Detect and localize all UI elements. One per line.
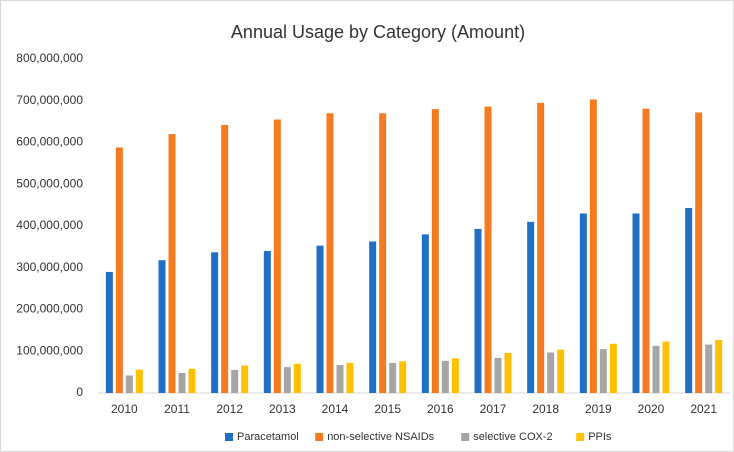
y-tick-label: 400,000,000 — [16, 218, 83, 232]
x-tick-label: 2021 — [690, 402, 717, 416]
y-tick-label: 600,000,000 — [16, 135, 83, 149]
legend-swatch — [225, 433, 233, 441]
y-tick-label: 300,000,000 — [16, 260, 83, 274]
bar — [484, 106, 492, 393]
x-tick-label: 2015 — [374, 402, 401, 416]
x-tick-label: 2012 — [216, 402, 243, 416]
y-tick-label: 200,000,000 — [16, 302, 83, 316]
bar — [652, 345, 660, 393]
bar — [589, 99, 597, 393]
bar — [168, 134, 176, 393]
y-tick-label: 100,000,000 — [16, 343, 83, 357]
legend-label: PPIs — [588, 431, 612, 443]
bar — [474, 228, 482, 393]
x-tick-label: 2010 — [111, 402, 138, 416]
x-tick-label: 2017 — [480, 402, 507, 416]
bar — [705, 344, 713, 393]
bar — [642, 108, 650, 394]
bar — [441, 360, 449, 393]
bar — [346, 362, 354, 393]
bar — [715, 339, 723, 393]
bar — [537, 102, 545, 394]
bar — [135, 369, 143, 393]
x-tick-label: 2011 — [164, 402, 190, 416]
bar — [599, 349, 607, 393]
legend-label: Paracetamol — [237, 431, 299, 443]
bar — [326, 113, 334, 394]
x-tick-label: 2013 — [269, 402, 296, 416]
bar — [263, 251, 271, 393]
bar — [241, 365, 249, 393]
bar — [273, 119, 281, 393]
bar — [451, 358, 459, 393]
chart-title: Annual Usage by Category (Amount) — [231, 22, 525, 42]
bar — [125, 375, 133, 393]
bar — [662, 341, 670, 393]
x-tick-label: 2018 — [532, 402, 559, 416]
bar — [695, 112, 703, 393]
legend-swatch — [461, 433, 470, 441]
bar — [579, 213, 587, 393]
bar — [421, 234, 429, 393]
bar — [379, 113, 387, 394]
bar — [115, 147, 123, 393]
bar — [632, 213, 640, 393]
legend-swatch — [315, 433, 324, 441]
y-tick-label: 0 — [76, 385, 83, 399]
x-tick-label: 2020 — [638, 402, 665, 416]
y-tick-label: 800,000,000 — [16, 51, 83, 65]
bar — [293, 363, 301, 393]
bar — [527, 221, 535, 393]
bar — [231, 370, 239, 393]
legend-label: selective COX-2 — [473, 431, 552, 443]
legend-label: non-selective NSAIDs — [327, 431, 434, 443]
bar — [105, 271, 113, 393]
bar — [557, 349, 565, 393]
legend-swatch — [576, 433, 585, 441]
bar — [399, 361, 407, 393]
bar — [494, 357, 502, 393]
bar — [369, 241, 377, 393]
x-tick-label: 2016 — [427, 402, 454, 416]
bar — [316, 245, 324, 393]
bar — [178, 372, 186, 393]
y-tick-label: 700,000,000 — [16, 93, 83, 107]
bar — [685, 208, 693, 393]
bar — [158, 260, 166, 393]
bar — [431, 109, 439, 393]
bar — [609, 343, 617, 393]
x-tick-label: 2019 — [585, 402, 612, 416]
bar — [211, 252, 219, 393]
x-tick-label: 2014 — [322, 402, 349, 416]
bar — [389, 362, 397, 393]
bar — [336, 365, 344, 393]
bar — [188, 368, 196, 393]
bar — [283, 367, 291, 393]
y-tick-label: 500,000,000 — [16, 176, 83, 190]
bar — [221, 124, 229, 393]
bar — [547, 352, 555, 393]
bar — [504, 352, 512, 393]
